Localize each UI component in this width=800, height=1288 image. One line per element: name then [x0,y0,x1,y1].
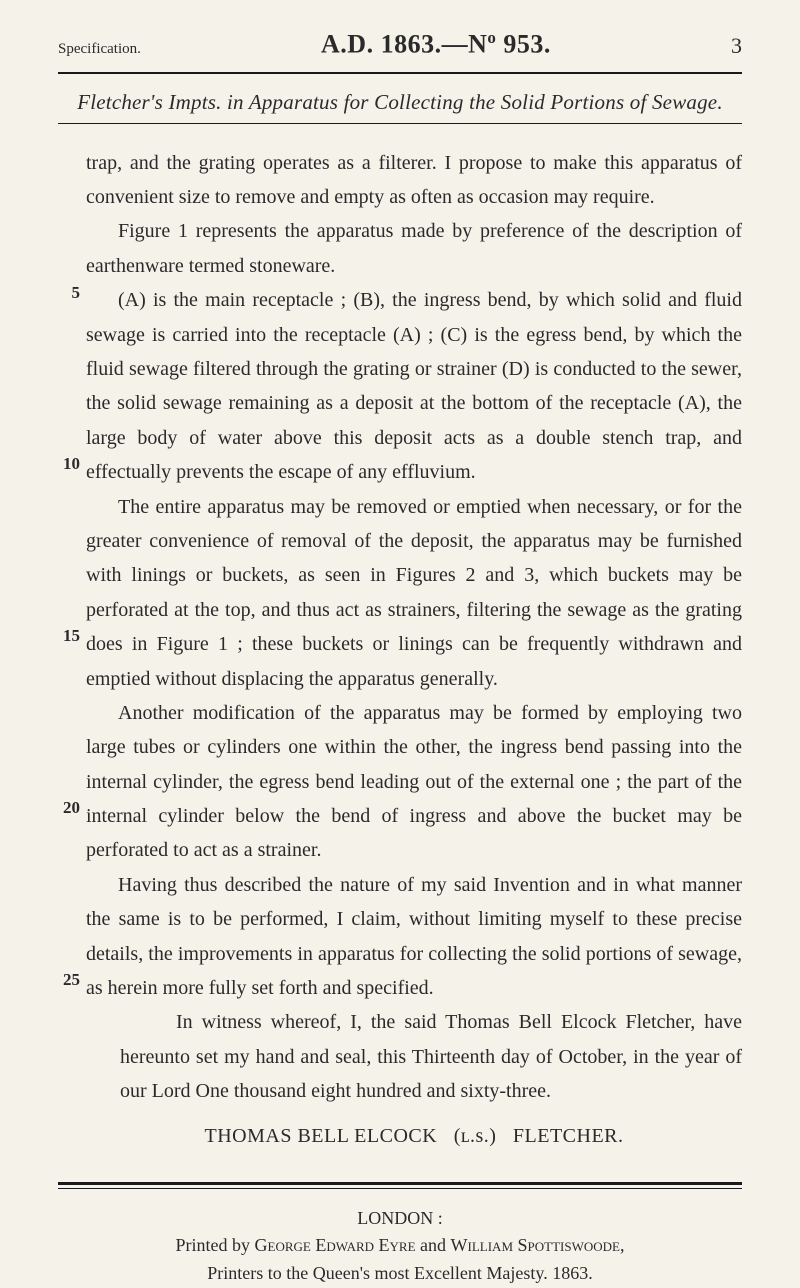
subtitle-rule [58,123,742,124]
double-rule-bottom [58,1188,742,1189]
colophon-line-2: Printed by George Edward Eyre and Willia… [58,1232,742,1260]
double-rule-top [58,1182,742,1185]
header-center-ordinal: o [487,28,496,47]
witness-paragraph: In witness whereof, I, the said Thomas B… [86,1005,742,1108]
colophon-l2-b: George Edward Eyre [255,1235,416,1255]
line-number-10: 10 [52,454,80,474]
line-number-15: 15 [52,626,80,646]
line-number-5: 5 [52,283,80,303]
signature-name-b: FLETCHER. [513,1125,624,1147]
colophon-l2-d: William Spottiswoode, [451,1235,625,1255]
paragraph-5: Another modification of the apparatus ma… [86,696,742,868]
signature-name-a: THOMAS BELL ELCOCK [204,1125,437,1147]
header-rule [58,72,742,74]
colophon-l2-c: and [416,1235,451,1255]
header-center: A.D. 1863.—No 953. [321,28,551,60]
line-number-25: 25 [52,970,80,990]
page-header: Specification. A.D. 1863.—No 953. 3 [58,28,742,60]
paragraph-3: (A) is the main receptacle ; (B), the in… [86,283,742,489]
header-center-suffix: 953. [496,30,551,59]
signature-seal: (ʟ.s.) [454,1125,497,1147]
colophon-l2-a: Printed by [176,1235,255,1255]
colophon-line-1: LONDON : [58,1205,742,1233]
body-text: 5 10 15 20 25 trap, and the grating oper… [58,146,742,1148]
line-number-20: 20 [52,798,80,818]
signature-line: THOMAS BELL ELCOCK (ʟ.s.) FLETCHER. [86,1125,742,1148]
subtitle: Fletcher's Impts. in Apparatus for Colle… [58,90,742,115]
paragraph-2: Figure 1 represents the apparatus made b… [86,214,742,283]
paragraph-4: The entire apparatus may be removed or e… [86,490,742,696]
colophon-line-3: Printers to the Queen's most Excellent M… [58,1260,742,1288]
paragraph-1: trap, and the grating operates as a filt… [86,146,742,215]
header-left: Specification. [58,41,141,58]
colophon: LONDON : Printed by George Edward Eyre a… [58,1205,742,1288]
header-center-prefix: A.D. 1863.—N [321,30,487,59]
page-number: 3 [731,33,742,59]
paragraph-6: Having thus described the nature of my s… [86,868,742,1006]
double-rule [58,1182,742,1189]
